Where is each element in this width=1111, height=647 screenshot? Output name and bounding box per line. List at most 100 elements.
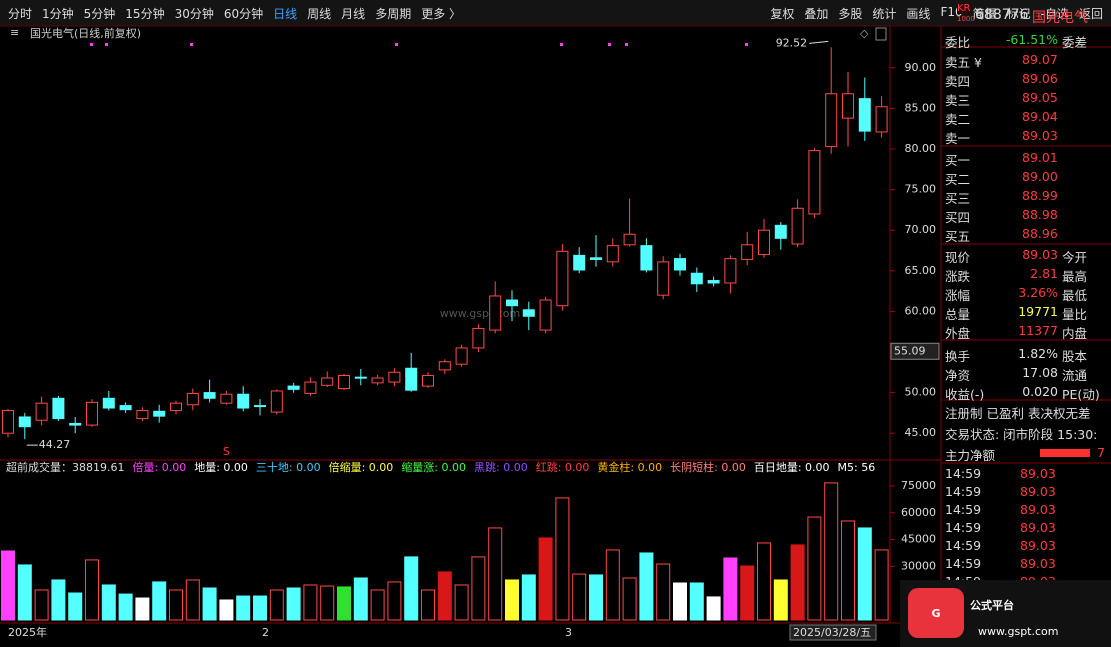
- indicator-legend: 百日地量: 0.00: [754, 461, 830, 474]
- tick-price: 89.03: [1020, 538, 1056, 553]
- volume-bar: [723, 557, 738, 621]
- volume-bar: [17, 564, 32, 621]
- icon: ◇: [860, 27, 869, 40]
- low-label: 44.27: [39, 438, 71, 451]
- stock-name: 国光电气: [1032, 10, 1088, 26]
- toolbar-button[interactable]: 叠加: [804, 7, 829, 21]
- candle-body: [220, 393, 233, 404]
- stat-value: 11377: [1018, 323, 1058, 338]
- y-tick-label: 50.00: [905, 386, 937, 399]
- order-label: 买二: [945, 172, 971, 187]
- candle-body: [405, 367, 418, 391]
- order-price: 88.96: [1022, 226, 1058, 241]
- y-tick-label: 60000: [901, 506, 936, 519]
- candle-body: [119, 405, 132, 411]
- order-label: 买三: [945, 191, 971, 206]
- indicator-legend: 超前成交量：38819.61: [6, 460, 125, 474]
- candle-body: [606, 245, 619, 263]
- toolbar-button[interactable]: 周线: [307, 7, 332, 21]
- volume-bar: [219, 599, 234, 621]
- toolbar-button[interactable]: 分时: [8, 7, 33, 21]
- toolbar-button[interactable]: -自选: [1040, 7, 1069, 21]
- toolbar-button[interactable]: 多周期: [375, 7, 412, 21]
- candle-body: [254, 405, 266, 408]
- volume-bar: [824, 482, 839, 621]
- toolbar-button[interactable]: 月线: [341, 7, 366, 21]
- indicator-legend: 倍量: 0.00: [133, 460, 187, 474]
- logo-icon: [908, 588, 964, 638]
- tick-price: 89.03: [1020, 502, 1056, 517]
- candle-body: [153, 410, 166, 417]
- toolbar-button[interactable]: 画线: [906, 7, 931, 21]
- stat-label: 收益(-): [945, 387, 985, 402]
- volume-bar: [689, 582, 704, 621]
- stat-value: 0.020: [1022, 384, 1058, 399]
- candle-body: [707, 280, 720, 284]
- toolbar-button[interactable]: 15分钟: [125, 7, 165, 21]
- volume-bar: [68, 592, 83, 621]
- toolbar-button[interactable]: 标记: [1006, 7, 1031, 21]
- candle-body: [203, 392, 216, 399]
- toolbar-button[interactable]: 返回: [1078, 7, 1103, 21]
- candle-body: [522, 309, 535, 317]
- y-tick-label: 45.00: [905, 426, 937, 439]
- volume-bar: [51, 579, 66, 621]
- signal: S: [223, 445, 230, 458]
- candle-body: [539, 299, 552, 331]
- indicator-legend: 三十地: 0.00: [256, 460, 321, 474]
- toolbar-button[interactable]: 简框: [972, 7, 997, 21]
- indicator-legend: 长阴短柱: 0.00: [670, 460, 746, 474]
- signal-dot: [560, 43, 563, 46]
- value: -61.51%: [1005, 32, 1058, 47]
- volume-bar: [857, 527, 872, 621]
- stat-value: 1.82%: [1018, 346, 1058, 361]
- toolbar-button[interactable]: 60分钟: [223, 7, 264, 21]
- toolbar-button[interactable]: 多股: [838, 7, 863, 21]
- volume-bar: [135, 597, 150, 621]
- volume-bar: [790, 544, 805, 621]
- order-price: 89.05: [1022, 90, 1058, 105]
- stat-value: 2.81: [1030, 266, 1058, 281]
- toolbar-button[interactable]: 统计: [872, 7, 897, 21]
- volume-bar: [236, 595, 251, 621]
- volume-bar: [773, 579, 788, 621]
- volume-bar: [387, 581, 402, 621]
- candle-body: [774, 224, 787, 239]
- candle-body: [186, 392, 199, 406]
- volume-bar: [538, 537, 553, 621]
- volume-bar: [437, 571, 452, 621]
- volume-bar: [673, 582, 687, 621]
- volume-bar: [34, 589, 49, 621]
- candle-body: [590, 257, 602, 260]
- stat-label: 涨跌: [945, 269, 971, 284]
- volume-bar: [118, 593, 133, 621]
- volume-bar: [101, 584, 116, 621]
- logo-url: www.gspt.com: [978, 625, 1058, 638]
- candle-body: [136, 409, 149, 420]
- volume-bar: [572, 573, 587, 621]
- stat-label: 今开: [1062, 250, 1088, 265]
- volume-bar: [320, 585, 335, 621]
- volume-bar: [303, 584, 318, 621]
- label: 委比: [945, 35, 971, 50]
- toolbar-button[interactable]: 1分钟: [42, 7, 74, 21]
- candle-body: [791, 207, 804, 245]
- stat-label: 净资: [945, 368, 971, 383]
- toolbar-button[interactable]: 5分钟: [83, 7, 116, 21]
- stat-label: 流通: [1062, 368, 1088, 383]
- y-tick-label: 60.00: [905, 304, 937, 317]
- volume-bar: [169, 589, 183, 621]
- toolbar-button[interactable]: 30分钟: [174, 7, 214, 21]
- label: 委差: [1062, 35, 1088, 50]
- toolbar-button[interactable]: 复权: [770, 7, 795, 21]
- volume-bar: [152, 581, 167, 621]
- candle-body: [338, 375, 350, 390]
- toolbar-button[interactable]: 更多 〉: [421, 7, 462, 21]
- candle-body: [875, 106, 888, 133]
- volume-bar: [874, 549, 889, 621]
- toolbar-button[interactable]: 日线: [273, 7, 298, 21]
- y-tick-label: 90.00: [905, 61, 937, 74]
